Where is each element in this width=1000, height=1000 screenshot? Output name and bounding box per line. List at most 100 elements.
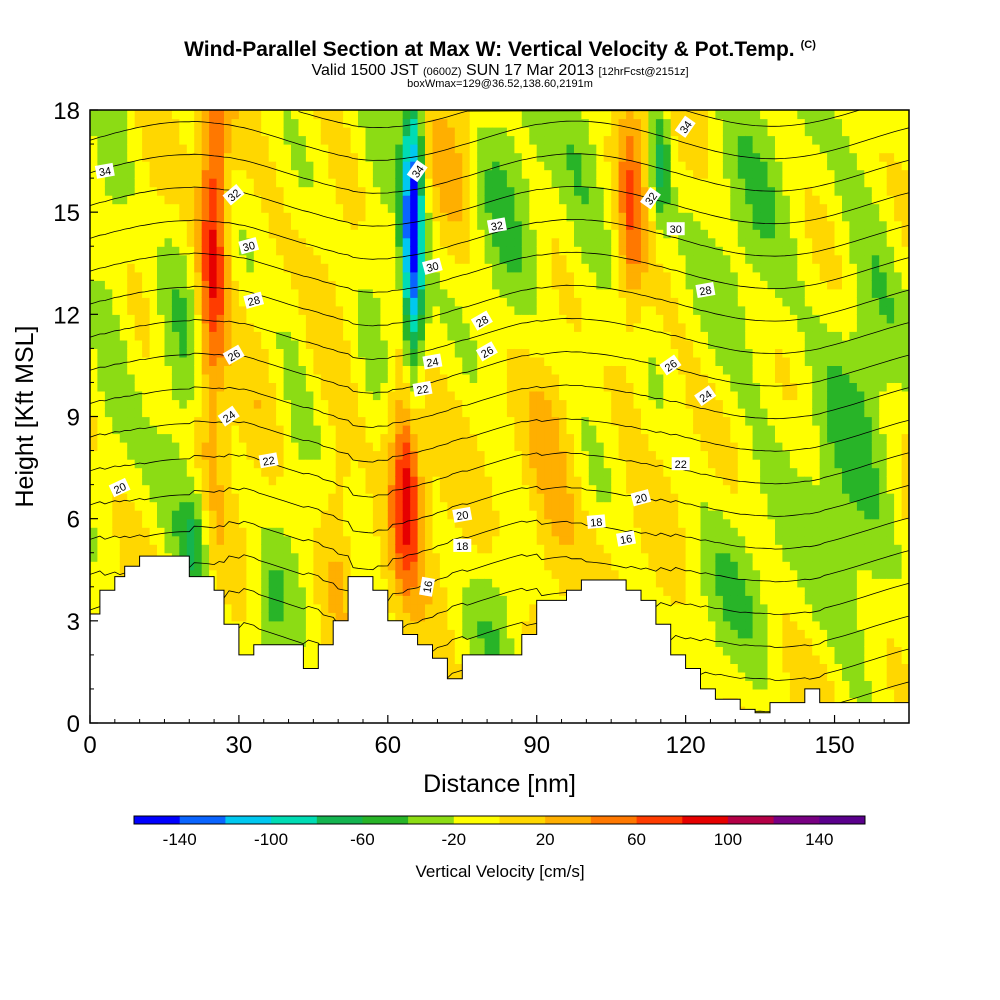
velocity-cell: [164, 416, 173, 426]
velocity-cell: [372, 442, 381, 452]
velocity-cell: [544, 229, 553, 239]
velocity-cell: [298, 118, 307, 128]
velocity-cell: [395, 518, 404, 528]
velocity-cell: [97, 569, 106, 579]
velocity-cell: [439, 322, 448, 332]
velocity-cell: [596, 569, 605, 579]
velocity-cell: [305, 561, 314, 571]
velocity-cell: [253, 365, 262, 375]
velocity-cell: [90, 254, 98, 264]
velocity-cell: [387, 373, 396, 383]
velocity-cell: [350, 561, 359, 571]
velocity-cell: [447, 450, 456, 460]
velocity-cell: [529, 544, 538, 554]
velocity-cell: [268, 169, 277, 179]
velocity-cell: [157, 484, 165, 494]
velocity-cell: [261, 612, 270, 622]
velocity-cell: [283, 442, 292, 452]
velocity-cell: [194, 246, 203, 256]
velocity-cell: [276, 493, 285, 503]
velocity-cell: [358, 408, 366, 418]
velocity-cell: [335, 152, 344, 162]
velocity-cell: [305, 501, 314, 511]
velocity-cell: [305, 620, 314, 630]
velocity-cell: [499, 195, 508, 205]
velocity-cell: [276, 569, 285, 579]
velocity-cell: [462, 280, 471, 290]
velocity-cell: [209, 544, 218, 554]
velocity-cell: [350, 501, 359, 511]
velocity-cell: [112, 544, 121, 554]
velocity-cell: [305, 442, 314, 452]
velocity-cell: [574, 169, 582, 179]
velocity-cell: [134, 391, 143, 401]
velocity-cell: [343, 595, 352, 605]
velocity-cell: [305, 459, 314, 469]
velocity-cell: [276, 195, 285, 205]
velocity-cell: [238, 552, 247, 562]
velocity-cell: [365, 288, 374, 298]
velocity-cell: [395, 229, 404, 239]
velocity-cell: [521, 348, 530, 358]
velocity-cell: [484, 646, 493, 656]
velocity-cell: [104, 212, 113, 222]
velocity-cell: [506, 425, 515, 435]
velocity-cell: [492, 212, 501, 222]
velocity-cell: [536, 339, 545, 349]
velocity-cell: [142, 186, 151, 196]
velocity-cell: [574, 433, 582, 443]
velocity-cell: [157, 237, 165, 247]
velocity-cell: [231, 365, 240, 375]
velocity-cell: [559, 373, 568, 383]
velocity-cell: [358, 110, 366, 120]
velocity-cell: [566, 186, 575, 196]
velocity-cell: [350, 510, 359, 520]
velocity-cell: [447, 476, 456, 486]
velocity-cell: [142, 322, 151, 332]
velocity-cell: [514, 110, 523, 120]
velocity-cell: [574, 578, 582, 588]
velocity-cell: [559, 399, 568, 409]
velocity-cell: [291, 501, 299, 511]
velocity-cell: [119, 229, 128, 239]
velocity-cell: [343, 212, 352, 222]
velocity-cell: [521, 331, 530, 341]
velocity-cell: [112, 433, 121, 443]
velocity-cell: [343, 322, 352, 332]
velocity-cell: [209, 561, 218, 571]
velocity-cell: [253, 195, 262, 205]
velocity-cell: [291, 365, 299, 375]
velocity-cell: [492, 416, 501, 426]
velocity-cell: [194, 425, 203, 435]
velocity-cell: [268, 297, 277, 307]
velocity-cell: [157, 271, 165, 281]
velocity-cell: [514, 629, 523, 639]
velocity-cell: [588, 425, 597, 435]
velocity-cell: [313, 305, 322, 315]
velocity-cell: [179, 237, 188, 247]
velocity-cell: [559, 246, 568, 256]
velocity-cell: [514, 552, 523, 562]
velocity-cell: [425, 450, 433, 460]
velocity-cell: [186, 229, 195, 239]
velocity-cell: [402, 484, 411, 494]
velocity-cell: [559, 433, 568, 443]
velocity-cell: [506, 161, 515, 171]
velocity-cell: [268, 127, 277, 137]
velocity-cell: [395, 305, 404, 315]
velocity-cell: [350, 476, 359, 486]
velocity-cell: [328, 212, 337, 222]
velocity-cell: [462, 229, 471, 239]
velocity-cell: [581, 356, 590, 366]
velocity-cell: [574, 195, 582, 205]
velocity-cell: [447, 152, 456, 162]
velocity-cell: [231, 254, 240, 264]
velocity-cell: [566, 493, 575, 503]
velocity-cell: [499, 169, 508, 179]
velocity-cell: [97, 220, 106, 230]
velocity-cell: [588, 373, 597, 383]
velocity-cell: [372, 416, 381, 426]
velocity-cell: [238, 467, 247, 477]
velocity-cell: [209, 305, 218, 315]
velocity-cell: [358, 416, 366, 426]
